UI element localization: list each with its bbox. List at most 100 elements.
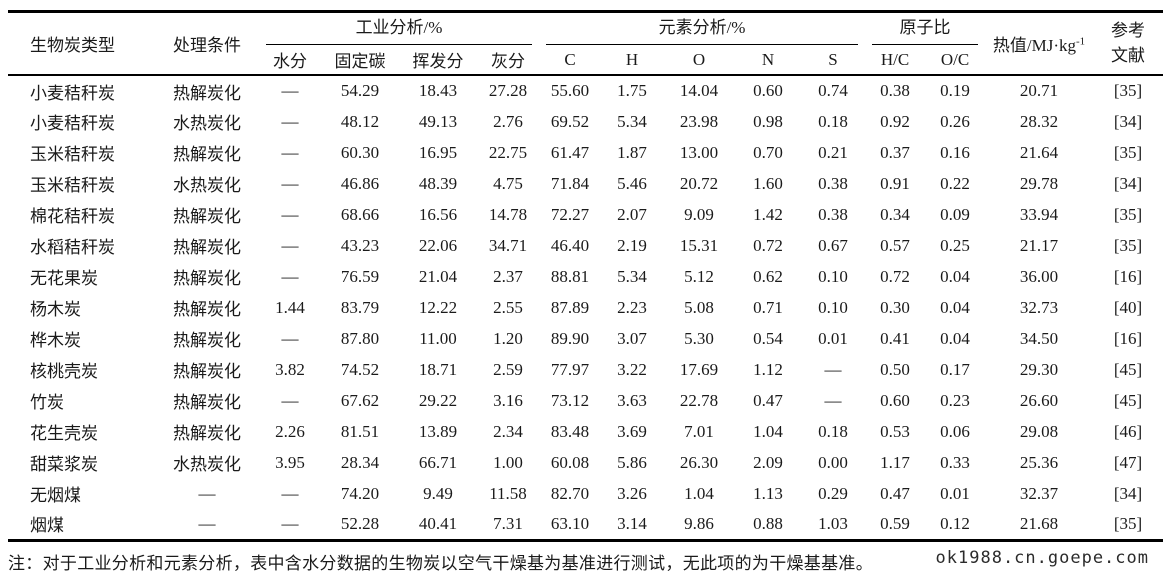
cell-fixed-carbon: 83.79 xyxy=(340,297,380,317)
cell-volatiles: 29.22 xyxy=(418,390,458,410)
cell-elem-h: 1.75 xyxy=(617,81,647,100)
cell-reference: [45] xyxy=(1113,359,1143,379)
cell-ash: 4.75 xyxy=(493,173,523,193)
cell-ash: 2.37 xyxy=(493,266,523,286)
cell-biochar-type: 甜菜浆炭 xyxy=(30,455,98,474)
cell-biochar-type: 烟煤 xyxy=(30,516,64,536)
cell-moisture: 3.82 xyxy=(275,359,305,379)
cell-elem-o: 5.08 xyxy=(684,297,714,317)
cell-elem-o: 9.09 xyxy=(684,204,714,224)
cell-ash: 22.75 xyxy=(488,142,528,162)
header-ash: 灰分 xyxy=(477,45,540,76)
cell-ratio-hc: 0.41 xyxy=(880,328,910,348)
cell-elem-h: 3.14 xyxy=(617,513,647,533)
header-row-subcolumns: 水分 固定碳 挥发分 灰分 C H O N S H/C O/C xyxy=(8,45,1163,76)
cell-elem-o: 14.04 xyxy=(679,81,719,100)
cell-treatment: 热解炭化 xyxy=(173,269,241,288)
group-proximate-label: 工业分析/% xyxy=(266,13,533,45)
cell-ratio-hc: 0.37 xyxy=(880,142,910,162)
cell-ratio-oc: 0.04 xyxy=(940,328,970,348)
cell-ash: 7.31 xyxy=(493,513,523,533)
cell-elem-n: 1.13 xyxy=(753,483,783,503)
cell-ratio-oc: 0.19 xyxy=(940,81,970,100)
cell-fixed-carbon: 68.66 xyxy=(340,204,380,224)
cell-reference: [35] xyxy=(1113,81,1143,100)
cell-elem-n: 2.09 xyxy=(753,452,783,472)
table-header: 生物炭类型 处理条件 工业分析/% 元素分析/% 原子比 热值/MJ·kg-1 … xyxy=(8,11,1164,76)
cell-ash: 2.76 xyxy=(493,111,523,131)
cell-elem-o: 13.00 xyxy=(679,142,719,162)
cell-biochar-type: 无烟煤 xyxy=(30,486,81,505)
cell-volatiles: 22.06 xyxy=(418,235,458,255)
table-row: 小麦秸秆炭 水热炭化 — 48.12 49.13 2.76 69.52 5.34 23.98 0.… xyxy=(8,106,1163,137)
table-body: 小麦秸秆炭 热解炭化 —54.29 18.43 27.28 55.60 1.75 14.04 0… xyxy=(8,75,1163,540)
table-note: 注：对于工业分析和元素分析，表中含水分数据的生物炭以空气干燥基为基准进行测试，无… xyxy=(8,553,873,573)
cell-ratio-oc: 0.01 xyxy=(940,483,970,503)
cell-volatiles: 66.71 xyxy=(418,452,458,472)
cell-elem-h: 5.34 xyxy=(617,266,647,286)
table-row: 小麦秸秆炭 热解炭化 — 54.29 18.43 27.28 55.60 1.75 14.04 0… xyxy=(8,75,1163,106)
cell-heating-value: 32.37 xyxy=(1019,483,1059,503)
header-elem-n: N xyxy=(735,45,802,76)
cell-reference: [16] xyxy=(1113,266,1143,286)
cell-moisture: — xyxy=(281,483,299,503)
cell-fixed-carbon: 54.29 xyxy=(340,81,380,100)
cell-elem-c: 69.52 xyxy=(550,111,590,131)
cell-ratio-hc: 0.30 xyxy=(880,297,910,317)
cell-elem-h: 2.19 xyxy=(617,235,647,255)
cell-elem-n: 0.98 xyxy=(753,111,783,131)
cell-volatiles: 21.04 xyxy=(418,266,458,286)
cell-heating-value: 29.08 xyxy=(1019,421,1059,441)
cell-ratio-hc: 0.92 xyxy=(880,111,910,131)
cell-elem-s: 0.10 xyxy=(818,297,848,317)
cell-treatment: 水热炭化 xyxy=(173,114,241,133)
cell-ratio-hc: 0.34 xyxy=(880,204,910,224)
cell-elem-n: 0.71 xyxy=(753,297,783,317)
cell-heating-value: 20.71 xyxy=(1019,81,1059,100)
table-row: 玉米秸秆炭 水热炭化 — 46.86 48.39 4.75 71.84 5.46 20.72 1.… xyxy=(8,168,1163,199)
cell-biochar-type: 水稻秸秆炭 xyxy=(30,238,115,257)
cell-reference: [35] xyxy=(1113,235,1143,255)
cell-elem-o: 1.04 xyxy=(684,483,714,503)
cell-ratio-hc: 0.53 xyxy=(880,421,910,441)
table-row: 玉米秸秆炭 热解炭化 — 60.30 16.95 22.75 61.47 1.87 13.00 0… xyxy=(8,137,1163,168)
cell-elem-c: 71.84 xyxy=(550,173,590,193)
cell-reference: [16] xyxy=(1113,328,1143,348)
cell-ratio-oc: 0.06 xyxy=(940,421,970,441)
header-fixed-carbon: 固定碳 xyxy=(321,45,399,76)
cell-biochar-type: 玉米秸秆炭 xyxy=(30,145,115,164)
cell-ratio-hc: 1.17 xyxy=(880,452,910,472)
cell-treatment: — xyxy=(198,513,216,533)
cell-fixed-carbon: 48.12 xyxy=(340,111,380,131)
cell-elem-s: 0.38 xyxy=(818,173,848,193)
header-reference: 参考 文献 xyxy=(1093,11,1164,76)
cell-fixed-carbon: 60.30 xyxy=(340,142,380,162)
cell-biochar-type: 玉米秸秆炭 xyxy=(30,176,115,195)
cell-heating-value: 32.73 xyxy=(1019,297,1059,317)
cell-biochar-type: 竹炭 xyxy=(30,393,64,412)
cell-treatment: 热解炭化 xyxy=(173,362,241,381)
cell-elem-n: 0.62 xyxy=(753,266,783,286)
cell-elem-c: 46.40 xyxy=(550,235,590,255)
table-row: 甜菜浆炭 水热炭化 3.95 28.34 66.71 1.00 60.08 5.86 26.30… xyxy=(8,447,1163,478)
header-ratio-oc: O/C xyxy=(925,45,986,76)
cell-heating-value: 28.32 xyxy=(1019,111,1059,131)
cell-ratio-hc: 0.38 xyxy=(880,81,910,100)
biochar-properties-table: 生物炭类型 处理条件 工业分析/% 元素分析/% 原子比 热值/MJ·kg-1 … xyxy=(8,10,1164,542)
cell-elem-n: 1.04 xyxy=(753,421,783,441)
header-heating-value: 热值/MJ·kg-1 xyxy=(985,11,1094,76)
header-moisture: 水分 xyxy=(259,45,321,76)
cell-treatment: 热解炭化 xyxy=(173,393,241,412)
cell-biochar-type: 无花果炭 xyxy=(30,269,98,288)
cell-moisture: — xyxy=(281,173,299,193)
cell-ash: 2.34 xyxy=(493,421,523,441)
cell-ash: 2.55 xyxy=(493,297,523,317)
cell-moisture: — xyxy=(281,81,299,100)
cell-reference: [45] xyxy=(1113,390,1143,410)
cell-ratio-hc: 0.60 xyxy=(880,390,910,410)
table-footer: 注：对于工业分析和元素分析，表中含水分数据的生物炭以空气干燥基为基准进行测试，无… xyxy=(8,548,1163,574)
cell-treatment: 热解炭化 xyxy=(173,207,241,226)
cell-moisture: — xyxy=(281,204,299,224)
cell-moisture: — xyxy=(281,111,299,131)
cell-ash: 1.20 xyxy=(493,328,523,348)
